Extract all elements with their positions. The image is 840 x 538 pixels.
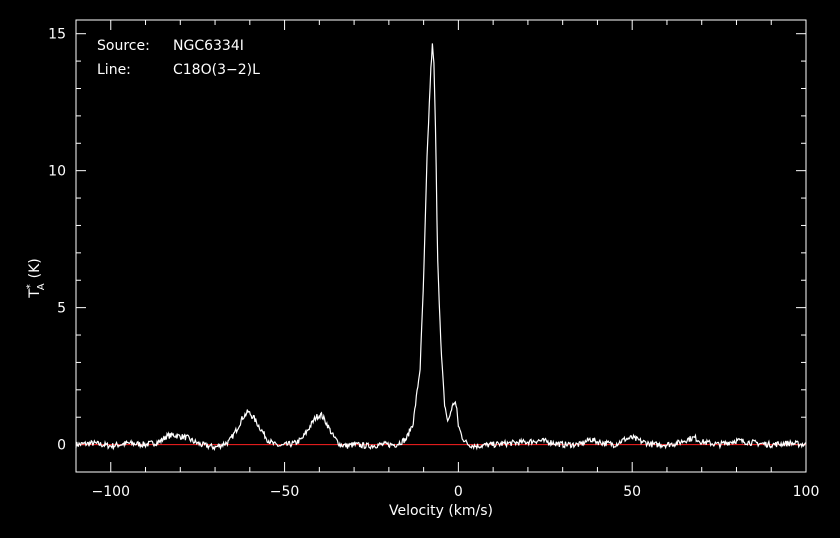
x-tick-label: −100 <box>92 484 130 500</box>
x-tick-label: −50 <box>270 484 300 500</box>
y-tick-label: 10 <box>48 164 66 180</box>
x-tick-labels: −100 −50 0 50 100 <box>92 484 820 500</box>
spectrum-line <box>75 43 807 452</box>
x-tick-label: 0 <box>454 484 463 500</box>
line-value: C18O(3−2)L <box>173 62 260 78</box>
y-axis-label-sup: * <box>25 284 36 289</box>
plot-frame <box>75 19 807 473</box>
source-key: Source: <box>97 38 150 54</box>
y-axis-label-unit: (K) <box>27 258 43 278</box>
y-axis-label-main: T <box>27 289 43 299</box>
line-key: Line: <box>97 62 131 78</box>
y-tick-label: 5 <box>57 301 66 317</box>
y-tick-label: 0 <box>57 438 66 454</box>
source-value: NGC6334I <box>173 38 244 54</box>
svg-text:T*A(K): T*A (K) <box>25 258 47 299</box>
y-axis-label-sub: A <box>36 283 47 290</box>
x-tick-label: 100 <box>793 484 820 500</box>
y-tick-label: 15 <box>48 27 66 43</box>
x-axis-label: Velocity (km/s) <box>389 503 493 519</box>
x-tick-label: 50 <box>623 484 641 500</box>
y-axis-label: T*A (K) <box>25 258 47 299</box>
y-tick-labels: 0 5 10 15 <box>48 27 66 454</box>
